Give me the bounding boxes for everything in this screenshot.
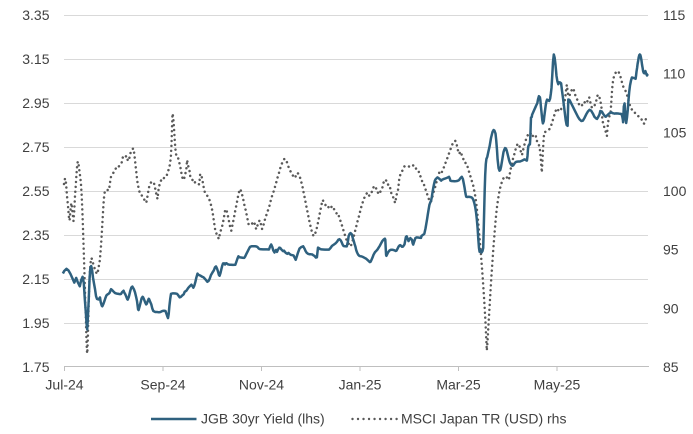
svg-text:2.55: 2.55 <box>22 183 49 199</box>
svg-text:1.95: 1.95 <box>22 315 49 331</box>
svg-text:2.15: 2.15 <box>22 271 49 287</box>
svg-text:2.95: 2.95 <box>22 95 49 111</box>
svg-text:2.75: 2.75 <box>22 139 49 155</box>
svg-text:100: 100 <box>663 183 687 199</box>
svg-text:JGB 30yr Yield (lhs): JGB 30yr Yield (lhs) <box>201 411 325 427</box>
svg-text:MSCI Japan TR (USD) rhs: MSCI Japan TR (USD) rhs <box>401 411 566 427</box>
svg-text:Jul-24: Jul-24 <box>45 377 83 393</box>
svg-text:85: 85 <box>663 359 679 375</box>
svg-text:May-25: May-25 <box>534 377 581 393</box>
svg-text:1.75: 1.75 <box>22 359 49 375</box>
svg-text:2.35: 2.35 <box>22 227 49 243</box>
svg-text:90: 90 <box>663 300 679 316</box>
svg-text:95: 95 <box>663 242 679 258</box>
svg-text:Mar-25: Mar-25 <box>436 377 481 393</box>
svg-text:Jan-25: Jan-25 <box>339 377 382 393</box>
svg-text:Nov-24: Nov-24 <box>239 377 284 393</box>
svg-text:110: 110 <box>663 66 686 82</box>
svg-text:3.35: 3.35 <box>22 7 49 23</box>
svg-text:Sep-24: Sep-24 <box>140 377 185 393</box>
svg-text:115: 115 <box>663 7 686 23</box>
svg-text:3.15: 3.15 <box>22 51 49 67</box>
svg-text:105: 105 <box>663 124 687 140</box>
